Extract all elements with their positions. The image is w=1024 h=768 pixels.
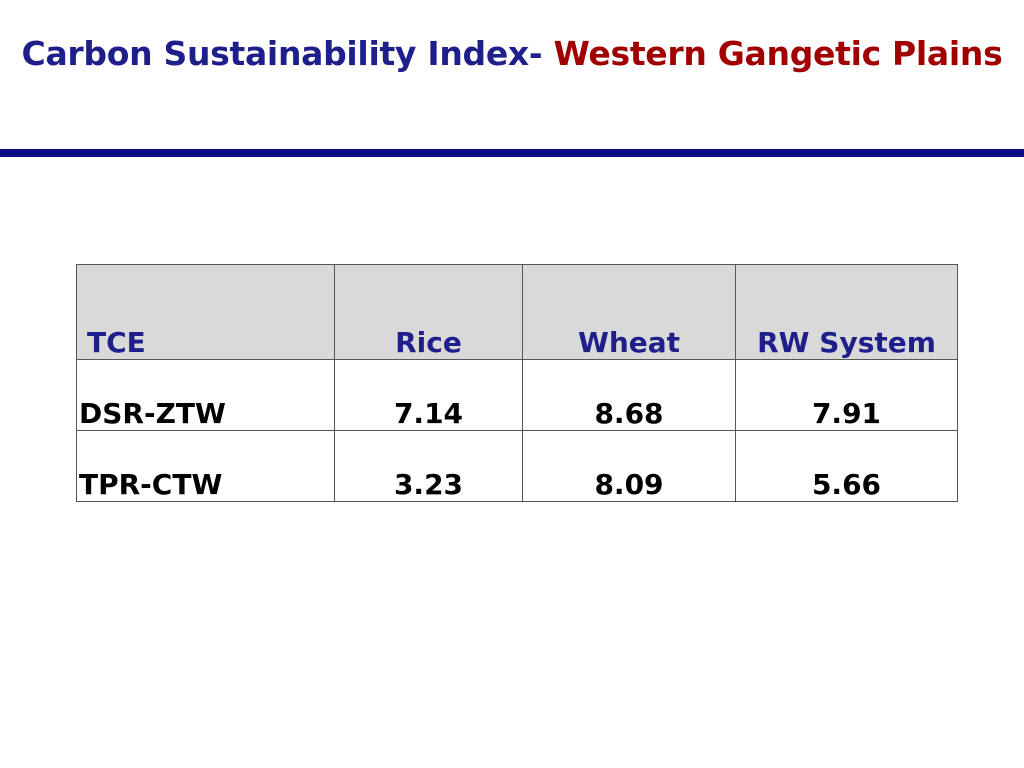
table-cell: 7.14 (334, 359, 523, 431)
header-cell-rw-system: RW System (735, 264, 958, 360)
table-header-row: TCE Rice Wheat RW System (76, 264, 958, 360)
table-row: TPR-CTW 3.23 8.09 5.66 (76, 430, 958, 502)
table-cell: 8.68 (522, 359, 736, 431)
table-row: DSR-ZTW 7.14 8.68 7.91 (76, 359, 958, 431)
header-cell-wheat: Wheat (522, 264, 736, 360)
data-table: TCE Rice Wheat RW System DSR-ZTW 7.14 8.… (76, 264, 958, 502)
slide-title: Carbon Sustainability Index- Western Gan… (20, 30, 1004, 78)
title-part-red: Western Gangetic Plains (553, 34, 1003, 73)
header-cell-rice: Rice (334, 264, 523, 360)
table-cell: 3.23 (334, 430, 523, 502)
row-label-cell: TPR-CTW (76, 430, 335, 502)
title-divider (0, 149, 1024, 157)
table-cell: 5.66 (735, 430, 958, 502)
title-part-blue: Carbon Sustainability Index- (21, 34, 554, 73)
table-cell: 8.09 (522, 430, 736, 502)
header-cell-tce: TCE (76, 264, 335, 360)
table-cell: 7.91 (735, 359, 958, 431)
row-label-cell: DSR-ZTW (76, 359, 335, 431)
